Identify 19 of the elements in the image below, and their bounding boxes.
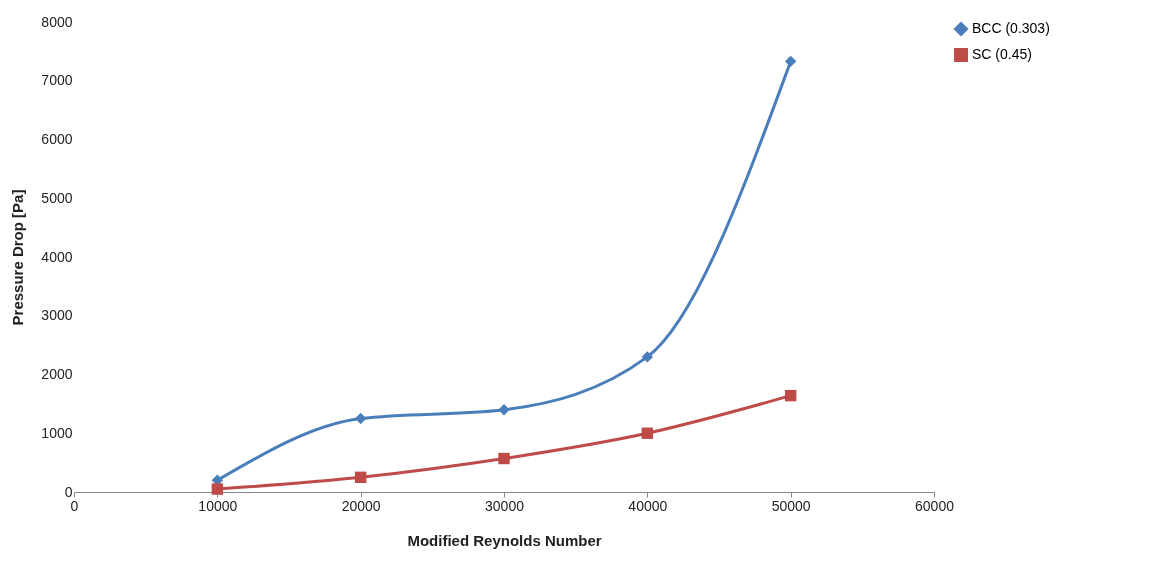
y-tick-label: 6000 [41, 131, 73, 147]
y-tick-label: 1000 [41, 424, 73, 441]
legend-label: SC (0.45) [972, 46, 1032, 62]
legend-label: BCC (0.303) [972, 20, 1050, 36]
y-tick-label: 3000 [41, 307, 73, 324]
x-tick-label: 30000 [485, 497, 525, 514]
y-tick-label: 5000 [41, 189, 73, 206]
x-tick-label: 20000 [341, 497, 381, 514]
x-tick-label: 10000 [198, 497, 238, 514]
y-axis-title: Pressure Drop [Pa] [9, 189, 27, 326]
y-tick-label: 8000 [41, 13, 73, 30]
x-tick-label: 50000 [771, 497, 811, 514]
y-tick-label: 0 [64, 483, 73, 500]
x-axis-title: Modified Reynolds Number [407, 531, 602, 549]
x-tick-label: 40000 [628, 497, 668, 514]
y-tick-label: 7000 [41, 72, 73, 89]
y-tick-label: 2000 [41, 366, 73, 382]
y-tick-label: 4000 [41, 248, 73, 265]
x-tick-label: 60000 [915, 497, 955, 514]
